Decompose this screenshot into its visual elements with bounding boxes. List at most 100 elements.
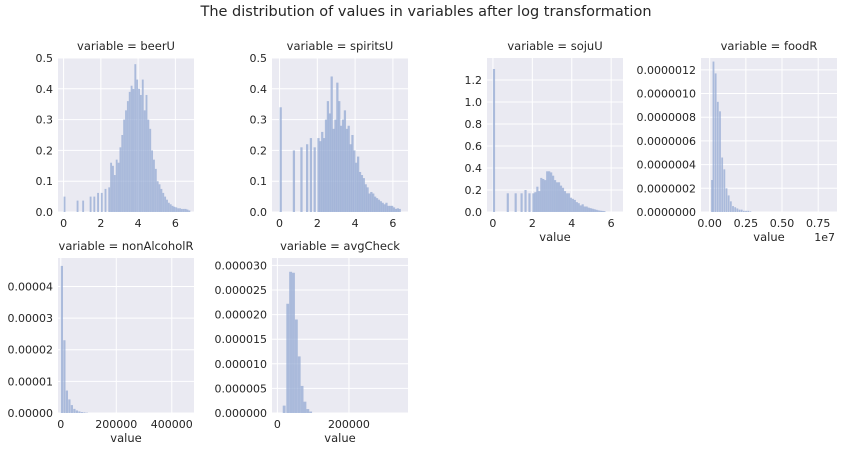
histogram-bar	[321, 131, 324, 212]
histogram-bar	[392, 207, 396, 212]
x-tick-label: 4	[352, 217, 359, 230]
histogram-bar	[130, 85, 133, 212]
histogram-bar	[571, 198, 574, 212]
histogram-bar	[76, 200, 79, 212]
y-tick-label: 0.000000	[215, 407, 268, 420]
histogram-bar	[732, 206, 734, 212]
x-tick-label: 0.00	[697, 217, 722, 230]
facet-panel: 0.000000 0.000005 0.000010 0.000015 0.000020…	[215, 239, 408, 445]
histogram-bar	[186, 209, 189, 212]
histogram-bar	[179, 208, 181, 212]
x-tick-label: 6	[608, 217, 615, 230]
x-tick-label: 0.75	[806, 217, 831, 230]
histogram-bar	[374, 196, 377, 212]
histogram-bar	[330, 76, 333, 212]
histogram-bar	[279, 107, 282, 212]
facet-panel: 0.0 0.2 0.4 0.6 0.8 1.0 1.2 0 2 4 6 variable = soju…	[465, 39, 623, 244]
x-tick-label: 200000	[328, 418, 370, 431]
histogram-bar	[721, 157, 724, 212]
histogram-bar	[542, 179, 545, 212]
histogram-bar	[282, 405, 286, 413]
histogram-bar	[381, 202, 384, 212]
x-tick-label: 2	[314, 217, 321, 230]
histogram-bar	[68, 399, 71, 413]
histogram-bar	[561, 187, 565, 212]
histogram-bar	[585, 206, 588, 212]
histogram-bar	[740, 209, 743, 212]
x-tick-label: 0.50	[770, 217, 795, 230]
histogram-bar	[385, 202, 388, 212]
histogram-bar	[294, 319, 298, 413]
histogram-bar	[175, 207, 178, 212]
y-tick-label: 0.000020	[215, 309, 268, 322]
histogram-bar	[169, 204, 172, 212]
histogram-bar	[82, 200, 85, 212]
y-tick-label: 0.000015	[215, 333, 268, 346]
y-tick-label: 0.0000000	[637, 206, 697, 219]
histogram-bar	[184, 208, 187, 212]
y-tick-label: 0.00004	[8, 280, 54, 293]
histogram-bar	[117, 162, 120, 212]
histogram-bar	[540, 177, 543, 212]
y-tick-label: 0.000030	[215, 259, 268, 272]
facet-title: variable = avgCheck	[280, 239, 400, 253]
histogram-bar	[711, 180, 713, 212]
histogram-bar	[104, 188, 107, 212]
y-tick-label: 1.2	[465, 74, 483, 87]
histogram-bar	[141, 79, 144, 212]
x-tick-label: 200000	[95, 418, 137, 431]
histogram-bar	[345, 128, 348, 212]
histogram-bar	[134, 64, 137, 212]
histogram-bar	[372, 193, 375, 212]
y-tick-label: 0.3	[250, 114, 268, 127]
x-tick-label: 0.25	[734, 217, 759, 230]
y-tick-label: 0.8	[465, 118, 483, 131]
histogram-bar	[119, 147, 122, 212]
histogram-bar	[300, 385, 304, 413]
histogram-bar	[544, 180, 547, 212]
histogram-bar	[166, 199, 168, 212]
histogram-bar	[132, 88, 135, 212]
histogram-bar	[343, 110, 347, 212]
y-tick-label: 0.00003	[8, 312, 54, 325]
histogram-bar	[550, 172, 553, 212]
facet-title: variable = nonAlcoholR	[59, 239, 194, 253]
histogram-bar	[599, 210, 602, 212]
histogram-bar	[93, 196, 96, 212]
facet-title: variable = foodR	[721, 39, 818, 53]
histogram-bar	[121, 135, 124, 212]
x-axis-label: value	[110, 431, 141, 445]
y-tick-label: 0.2	[250, 144, 268, 157]
histogram-bar	[300, 147, 303, 212]
histogram-bar	[292, 150, 296, 212]
y-tick-label: 0.0000012	[637, 64, 697, 77]
x-tick-label: 400000	[151, 418, 193, 431]
histogram-bar	[360, 175, 364, 212]
histogram-bar	[532, 193, 535, 212]
histogram-bar	[115, 159, 118, 212]
histogram-bar	[601, 210, 604, 212]
histogram-bar	[188, 210, 191, 212]
histogram-bar	[575, 202, 578, 212]
facet-panel: 0.0000000 0.0000002 0.0000004 0.0000006 0.00…	[637, 39, 837, 244]
facet-panel: 0.0 0.1 0.2 0.3 0.4 0.5 0 2 4 6 variable = spirits…	[250, 39, 408, 230]
y-tick-label: 0.00000	[8, 407, 54, 420]
histogram-bar	[569, 197, 572, 212]
histogram-bar	[747, 210, 750, 212]
histogram-bar	[162, 192, 165, 212]
histogram-bar	[136, 79, 139, 212]
histogram-bar	[563, 191, 567, 212]
histogram-bar	[83, 412, 86, 413]
x-tick-label: 4	[135, 217, 142, 230]
histogram-bar	[164, 196, 167, 212]
y-tick-label: 0.000005	[215, 382, 268, 395]
facet-title: variable = sojuU	[507, 39, 602, 53]
histogram-bar	[396, 208, 399, 212]
histogram-bar	[573, 199, 576, 212]
histogram-bar	[738, 209, 741, 212]
facet-title: variable = beerU	[77, 39, 175, 53]
histogram-bar	[182, 208, 185, 212]
histogram-bar	[723, 169, 726, 212]
histogram-bar	[180, 208, 183, 212]
